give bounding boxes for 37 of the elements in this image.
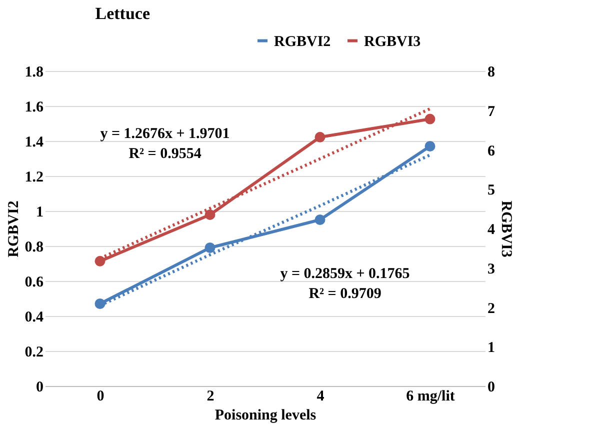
point bbox=[314, 132, 326, 142]
point bbox=[94, 256, 106, 266]
y2-tick-label: 4 bbox=[488, 222, 496, 238]
x-tick-label: 4 bbox=[316, 388, 325, 404]
point bbox=[204, 242, 216, 253]
y-axis-title: RGBVI2 bbox=[6, 200, 22, 258]
annotation: y = 1.2676x + 1.9701 R² = 0.9554 bbox=[100, 126, 230, 162]
y-tick-label: 1 bbox=[36, 204, 44, 220]
point bbox=[314, 214, 326, 225]
y-tick-label: 1.2 bbox=[24, 170, 44, 186]
y-tick-label: 1.6 bbox=[24, 100, 44, 116]
point bbox=[424, 114, 436, 124]
y2-tick-label: 6 bbox=[488, 143, 496, 160]
legend-label: RGBVI2 bbox=[274, 34, 331, 50]
y-tick-label: 0.6 bbox=[24, 274, 44, 290]
y-tick-label: 1.8 bbox=[24, 64, 44, 80]
legend-label: RGBVI3 bbox=[364, 34, 421, 50]
point bbox=[94, 298, 106, 309]
y2-tick-label: 1 bbox=[488, 340, 495, 356]
y-tick-label: 0.4 bbox=[24, 310, 44, 326]
y2-tick-label: 3 bbox=[488, 261, 495, 278]
point bbox=[204, 209, 216, 220]
x-tick-label: 2 bbox=[206, 388, 214, 404]
annotation: y = 0.2859x + 0.1765 R² = 0.9709 bbox=[280, 266, 410, 302]
chart-title: Lettuce bbox=[95, 4, 150, 23]
y2-tick-label: 2 bbox=[488, 300, 495, 317]
y2-tick-label: 5 bbox=[488, 182, 495, 199]
y-tick-label: 0.8 bbox=[24, 240, 44, 256]
y-tick-label: 0.2 bbox=[24, 344, 44, 360]
x-axis-title: Poisoning levels bbox=[214, 408, 316, 424]
x-tick-label: 6 mg/lit bbox=[406, 388, 455, 404]
y2-axis-title: RGBVI3 bbox=[498, 200, 514, 258]
y2-tick-label: 8 bbox=[488, 64, 495, 80]
y2-tick-label: 7 bbox=[488, 104, 496, 120]
point bbox=[424, 141, 436, 152]
x-tick-label: 0 bbox=[96, 388, 104, 404]
y-tick-label: 1.4 bbox=[24, 134, 44, 150]
